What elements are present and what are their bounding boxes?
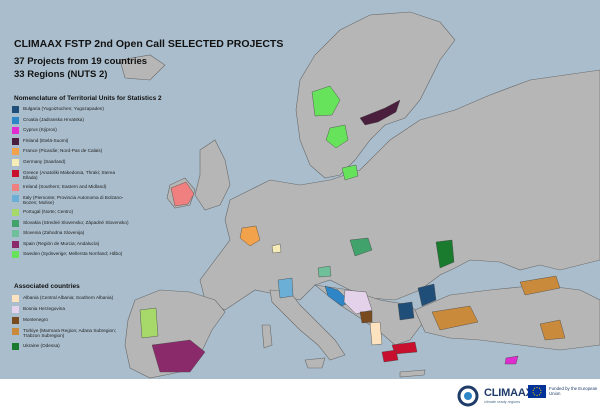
legend-item: Ireland (Southern; Eastern and Midland) [12, 183, 130, 191]
region-slovakia [349, 237, 373, 257]
legend-item: Croatia (Jadranska Hrvatska) [12, 116, 130, 124]
legend-item: Spain (Región de Murcia; Andalucía) [12, 240, 130, 248]
legend-item: Portugal (Norte; Centro) [12, 208, 130, 216]
legend-swatch [12, 183, 19, 191]
legend-item: Greece (Anatoliki Makedonia, Thraki; Ste… [12, 169, 130, 181]
subtitle-projects: 37 Projects from 19 countries [14, 56, 148, 67]
legend-swatch [12, 106, 19, 113]
legend-label: Albania (Central Albania; Southern Alban… [23, 295, 114, 300]
legend-swatch [12, 219, 19, 227]
legend-swatch [12, 240, 19, 248]
region-finland [359, 99, 401, 126]
legend-item: Italy (Piemonte; Provincia Autonoma di B… [12, 194, 130, 206]
legend-item: Montenegro [12, 317, 130, 324]
legend-label: Türkiye (Marmara Region; Adana Subregion… [23, 328, 117, 339]
footer-bar [0, 379, 600, 413]
region-greece-sterea [381, 349, 399, 363]
region-italy [277, 277, 294, 299]
legend-assoc: Albania (Central Albania; Southern Alban… [12, 295, 130, 354]
legend-label: Ukraine (Odessa) [23, 342, 60, 348]
subtitle-regions: 33 Regions (NUTS 2) [14, 69, 108, 80]
legend-swatch [12, 306, 19, 313]
land-iceland [119, 54, 166, 81]
legend-label: Bosnia Herzegovina [23, 306, 65, 311]
legend-label: Germany (Saarland) [23, 158, 66, 164]
region-sweden-sydsverige [341, 164, 359, 181]
legend-swatch [12, 169, 19, 177]
legend-label: Italy (Piemonte; Provincia Autonoma di B… [23, 194, 124, 205]
climaax-logo-text: CLIMAAX [484, 387, 533, 399]
highlighted-regions [139, 85, 566, 373]
region-turkiye-adana [539, 319, 566, 341]
land-uk [194, 139, 231, 211]
legend-swatch [12, 295, 19, 302]
land-mainland [199, 69, 600, 311]
eu-funding-text: Funded by the European Union [549, 386, 598, 397]
region-portugal [139, 307, 159, 339]
legend-item: Slovenia (Zahodna Slovenija) [12, 230, 130, 238]
legend-swatch [12, 342, 19, 350]
region-cyprus [504, 355, 519, 365]
legend-item: France (Picardie; Nord-Pas de Calais) [12, 148, 130, 156]
legend-swatch [12, 251, 19, 259]
legend-item: Albania (Central Albania; Southern Alban… [12, 295, 130, 302]
legend-item: Sweden (Sydsverige; Mellersta Norrland; … [12, 251, 130, 259]
legend-item: Slovakia (Stredné Slovensko; Západné Slo… [12, 219, 130, 227]
region-slovenia [317, 265, 332, 278]
legend-label: Montenegro [23, 317, 49, 322]
eu-flag-icon [528, 385, 546, 398]
climaax-logo-icon [457, 385, 479, 407]
legend-swatch [12, 127, 19, 135]
legend-label: Slovakia (Stredné Slovensko; Západné Slo… [23, 219, 129, 225]
legend-swatch [12, 194, 19, 202]
region-spain [151, 339, 206, 373]
region-bulgaria-yugozapaden [397, 301, 415, 321]
legend-swatch [12, 148, 19, 156]
region-germany [271, 243, 282, 254]
legend-nuts: Bulgaria (Yugoiztochen; Yugozapaden) Cro… [12, 106, 130, 262]
legend-label: Cyprus (Kýpros) [23, 127, 57, 133]
legend-label: France (Picardie; Nord-Pas de Calais) [23, 148, 103, 154]
legend-assoc-title: Associated countries [14, 283, 80, 290]
legend-label: Sweden (Sydsverige; Mellersta Norrland; … [23, 251, 123, 257]
legend-label: Ireland (Southern; Eastern and Midland) [23, 183, 107, 189]
legend-nuts-title: Nomenclature of Territorial Units for St… [14, 95, 162, 102]
legend-item: Bosnia Herzegovina [12, 306, 130, 313]
legend-label: Portugal (Norte; Centro) [23, 208, 74, 214]
legend-swatch [12, 137, 19, 145]
legend-label: Croatia (Jadranska Hrvatska) [23, 116, 84, 122]
legend-swatch [12, 230, 19, 238]
legend-label: Greece (Anatoliki Makedonia, Thraki; Ste… [23, 169, 116, 180]
region-sweden-mellersta [311, 85, 341, 117]
legend-item: Bulgaria (Yugoiztochen; Yugozapaden) [12, 106, 130, 113]
legend-label: Spain (Región de Murcia; Andalucía) [23, 240, 100, 246]
legend-label: Finland (Etelä-Suomi) [23, 137, 69, 143]
legend-label: Bulgaria (Yugoiztochen; Yugozapaden) [23, 106, 104, 111]
legend-swatch [12, 116, 19, 124]
map-title: CLIMAAX FSTP 2nd Open Call SELECTED PROJ… [14, 38, 284, 50]
legend-swatch [12, 328, 19, 335]
legend-item: Cyprus (Kýpros) [12, 127, 130, 135]
region-sweden-habo [325, 124, 349, 149]
legend-swatch [12, 208, 19, 216]
legend-label: Slovenia (Zahodna Slovenija) [23, 230, 85, 236]
region-france [239, 225, 261, 247]
region-ireland [170, 181, 195, 207]
region-turkiye-marmara [431, 305, 479, 331]
legend-item: Ukraine (Odessa) [12, 342, 130, 350]
legend-item: Germany (Saarland) [12, 158, 130, 166]
region-montenegro [359, 310, 373, 324]
legend-swatch [12, 317, 19, 324]
legend-item: Finland (Etelä-Suomi) [12, 137, 130, 145]
climaax-tagline: climate ready regions [484, 400, 521, 404]
region-ukraine [435, 239, 455, 269]
land-italy [269, 289, 346, 361]
legend-swatch [12, 158, 19, 166]
legend-item: Türkiye (Marmara Region; Adana Subregion… [12, 328, 130, 339]
region-bulgaria-yugoiztochen [417, 283, 437, 307]
region-albania [369, 321, 383, 346]
region-turkiye-trabzon [519, 275, 561, 296]
